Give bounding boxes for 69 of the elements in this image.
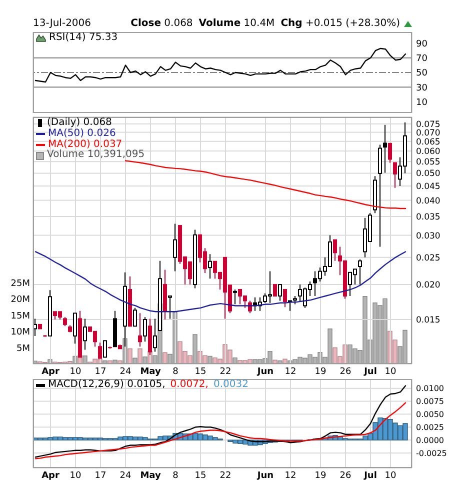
x-tick-label: 19 xyxy=(314,470,326,481)
y-tick-label: 90 xyxy=(416,40,428,50)
y2-tick-label: 25M xyxy=(10,278,30,289)
x-tick-label: 26 xyxy=(340,470,352,481)
text: 0.0072, xyxy=(170,379,208,391)
x-tick-label: 26 xyxy=(340,366,352,377)
y-tick-label: 0.0025 xyxy=(416,422,444,432)
x-tick-label: 22 xyxy=(220,366,232,377)
y-tick-label: 0.030 xyxy=(416,231,440,242)
x-tick-label: 8 xyxy=(172,470,179,481)
x-tick-label: Apr xyxy=(42,470,60,481)
y-tick-label: 70 xyxy=(416,54,428,64)
y-tick-label: 0.045 xyxy=(416,182,440,192)
x-tick-label: 15 xyxy=(194,470,206,481)
x-tick-label: 17 xyxy=(94,470,106,481)
y-tick-label: 0.0000 xyxy=(416,436,444,445)
x-tick-label: Jul xyxy=(363,470,377,481)
y-tick-label: 0.015 xyxy=(416,316,440,326)
y-tick-label: 0.065 xyxy=(416,137,440,148)
x-tick-label: 24 xyxy=(120,470,132,481)
x-tick-label: 19 xyxy=(314,366,326,377)
x-tick-label: Apr xyxy=(42,366,60,377)
x-tick-label: May xyxy=(140,366,161,377)
legend-label: (Daily) 0.068 xyxy=(47,117,112,128)
y-tick-label: 0.0075 xyxy=(416,397,444,406)
y-tick-label: -0.0025 xyxy=(416,448,447,458)
y-tick-label: 0.035 xyxy=(416,212,440,223)
y2-tick-label: 10M xyxy=(10,328,30,338)
x-tick-label: 22 xyxy=(220,470,232,481)
legend-label: MA(200) 0.037 xyxy=(48,138,122,150)
x-tick-label: 24 xyxy=(120,366,132,377)
x-tick-label: May xyxy=(140,470,161,481)
text: 0.0032 xyxy=(213,379,248,391)
y-tick-label: 0.075 xyxy=(416,120,440,130)
legend-label: MA(50) 0.026 xyxy=(48,128,116,139)
legend-label: MACD(12,26,9) 0.0105, xyxy=(48,379,166,391)
x-tick-label: 10 xyxy=(70,470,82,481)
text: RSI(14) 75.33 xyxy=(49,32,118,44)
text: Volume 10.4M xyxy=(198,18,275,29)
y-tick-label: 0.060 xyxy=(416,147,440,158)
y2-tick-label: 5M xyxy=(16,344,30,354)
y-tick-label: 0.040 xyxy=(416,196,440,206)
x-tick-label: 10 xyxy=(384,470,396,481)
x-tick-label: 10 xyxy=(70,366,82,377)
x-tick-label: Jun xyxy=(256,470,274,481)
x-tick-label: 12 xyxy=(284,366,296,377)
text: Chg +0.015 (+28.30%) xyxy=(280,18,400,29)
y-tick-label: 0.0050 xyxy=(416,410,444,420)
y-tick-label: 0.025 xyxy=(416,253,440,264)
y-tick-label: 50 xyxy=(416,68,428,79)
y2-tick-label: 20M xyxy=(10,295,30,306)
y-tick-label: 0.070 xyxy=(416,128,440,138)
y-tick-label: 30 xyxy=(416,83,428,94)
y-tick-label: 10 xyxy=(416,98,428,108)
legend-label: Volume 10,391,095 xyxy=(47,149,145,162)
x-tick-label: 17 xyxy=(94,366,106,377)
y-tick-label: 0.055 xyxy=(416,158,440,168)
y-tick-label: 0.020 xyxy=(416,280,440,291)
chart-subtitle: 13-Jul-2006 xyxy=(33,18,92,29)
x-tick-label: 12 xyxy=(284,470,296,481)
x-tick-label: Jun xyxy=(256,366,274,377)
x-tick-label: Jul xyxy=(363,366,377,377)
text: Close 0.068 xyxy=(130,18,193,29)
x-tick-label: 8 xyxy=(172,366,179,377)
y-tick-label: 0.0100 xyxy=(416,384,444,394)
y-tick-label: 0.050 xyxy=(416,169,440,180)
x-tick-label: 15 xyxy=(194,366,206,377)
y2-tick-label: 15M xyxy=(10,311,30,322)
x-tick-label: 10 xyxy=(384,366,396,377)
